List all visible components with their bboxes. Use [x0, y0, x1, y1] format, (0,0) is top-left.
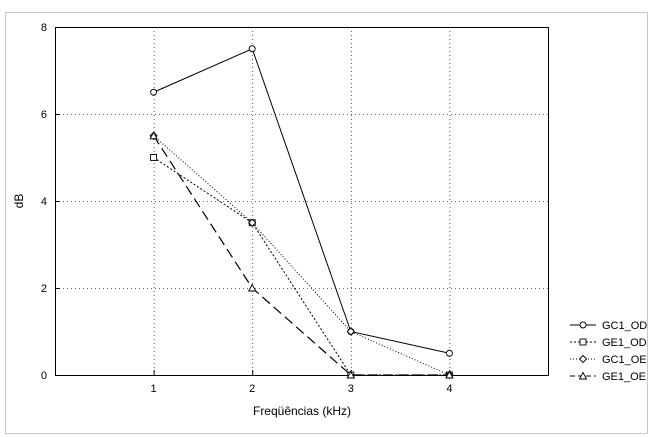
x-tick-label: 1 [151, 383, 157, 395]
legend-label: GC1_OE [602, 354, 647, 366]
data-point-gc1-oe [346, 327, 355, 336]
data-point-gc1-od [150, 88, 158, 96]
series-line-gc1-oe [153, 135, 450, 376]
y-axis-label: dB [12, 194, 26, 209]
legend-marker [579, 338, 587, 346]
data-point-ge1-od [150, 154, 158, 161]
x-tick-label: 2 [249, 383, 255, 395]
legend-item-ge1-od: GE1_OD [570, 337, 647, 349]
x-tick-label: 4 [446, 383, 452, 395]
legend-label: GC1_OD [602, 320, 647, 332]
data-point-ge1-oe [149, 131, 158, 140]
axis-ticks: 1 2 3 4 0 2 4 6 8 [41, 22, 453, 395]
legend-marker [578, 354, 588, 364]
legend-marker [579, 321, 587, 329]
plot-area-border [55, 27, 549, 376]
x-axis-label: Freqüências (kHz) [253, 404, 351, 418]
grid [55, 27, 548, 375]
legend-item-gc1-oe: GC1_OE [570, 354, 647, 366]
data-point-ge1-oe [445, 370, 454, 379]
data-point-gc1-od [248, 45, 256, 53]
x-tick-label: 3 [348, 383, 354, 395]
data-point-gc1-od [445, 349, 453, 357]
y-tick-label: 6 [41, 109, 47, 121]
legend-label: GE1_OD [602, 337, 647, 349]
data-point-gc1-oe [248, 218, 257, 227]
y-tick-label: 2 [41, 283, 47, 295]
y-tick-label: 0 [41, 370, 47, 382]
series-line-gc1-od [153, 48, 450, 354]
data-point-ge1-oe [247, 283, 257, 292]
outer-frame [5, 12, 648, 434]
legend-item-ge1-oe: GE1_OE [570, 371, 646, 383]
y-tick-label: 4 [41, 196, 47, 208]
legend-marker [578, 371, 588, 380]
series-layer [149, 45, 454, 380]
series-line-ge1-oe [153, 135, 450, 376]
legend-item-gc1-od: GC1_OD [570, 320, 647, 332]
legend-label: GE1_OE [602, 371, 646, 383]
y-tick-label: 8 [41, 22, 47, 34]
data-point-ge1-oe [346, 370, 356, 379]
legend: GC1_OD GE1_OD GC1_OE GE1_OE [570, 320, 647, 383]
